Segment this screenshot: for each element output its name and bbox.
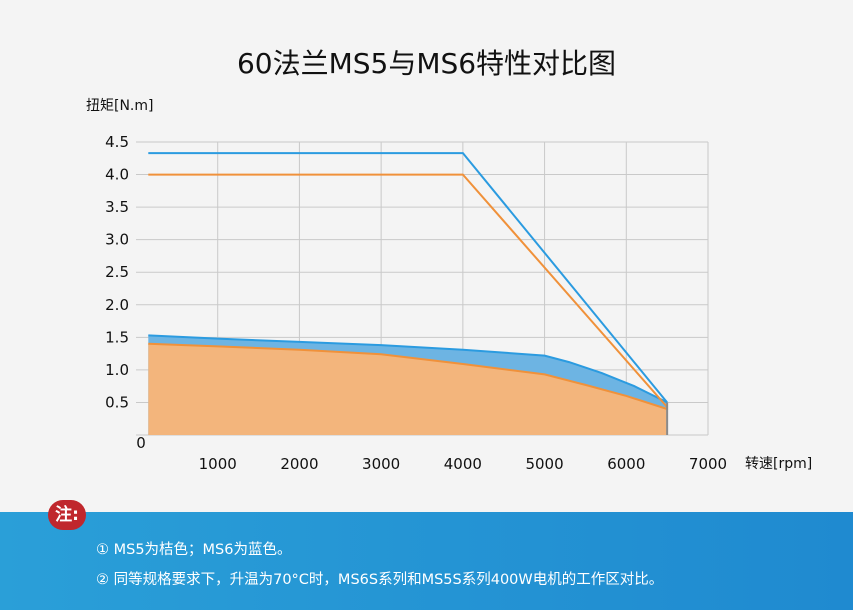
y-tick-label: 2.0: [105, 296, 129, 314]
y-tick-label: 4.0: [105, 166, 129, 184]
x-tick-label: 7000: [689, 455, 727, 473]
x-tick-label: 2000: [280, 455, 318, 473]
x-tick-label: 4000: [444, 455, 482, 473]
y-tick-label: 1.5: [105, 328, 129, 346]
x-axis-label: 转速[rpm]: [745, 456, 812, 472]
chart-title: 60法兰MS5与MS6特性对比图: [236, 47, 617, 80]
y-tick-label: 3.5: [105, 198, 129, 216]
notes-panel: [0, 512, 853, 610]
notes-badge: 注:: [48, 500, 86, 530]
ms6-peak-line: [148, 152, 668, 404]
y-axis-label: 扭矩[N.m]: [86, 98, 153, 114]
x-tick-label: 1000: [199, 455, 237, 473]
ms6-continuous-line: [148, 334, 668, 404]
y-tick-label: 2.5: [105, 263, 129, 281]
y-tick-label: 3.0: [105, 231, 129, 249]
y-tick-label: 0.5: [105, 393, 129, 411]
x-tick-label: 5000: [525, 455, 563, 473]
torque-speed-chart: 0.5 1.0 1.5 2.0 2.5 3.0 3.5 4.0 4.5 1000 2000 3000 4…: [86, 98, 812, 473]
x-tick-label: 3000: [362, 455, 400, 473]
ms5-peak-line: [148, 173, 668, 408]
y-tick-label: 1.0: [105, 361, 129, 379]
ms5-continuous-line: [148, 342, 668, 410]
note-line-2: ② 同等规格要求下，升温为70°C时，MS6S系列和MS5S系列400W电机的工…: [96, 572, 664, 588]
ms5-continuous-area: [148, 343, 668, 435]
origin-label: 0: [136, 434, 146, 452]
note-line-1: ① MS5为桔色；MS6为蓝色。: [96, 542, 292, 558]
x-tick-label: 6000: [607, 455, 645, 473]
y-tick-label: 4.5: [105, 133, 129, 151]
